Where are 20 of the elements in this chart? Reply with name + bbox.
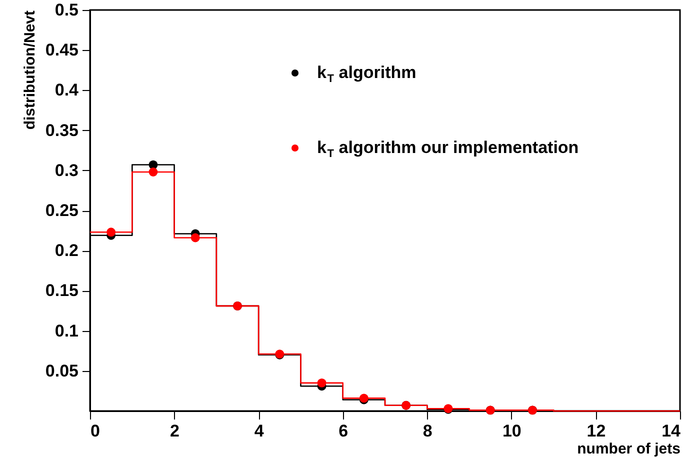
y-tick-label: 0.4: [54, 80, 80, 100]
y-tick-label: 0.45: [45, 40, 78, 60]
x-tick-label: 10: [502, 422, 522, 440]
x-axis-title: number of jets: [577, 440, 680, 458]
y-tick-label: 0.25: [45, 201, 78, 220]
x-tick-label: 4: [254, 422, 264, 440]
x-tick-label: 2: [170, 422, 180, 440]
y-tick-label: 0.3: [54, 160, 78, 180]
y-tick-label: 0.5: [54, 0, 78, 20]
y-axis-title: distribution/Nevt: [21, 10, 38, 130]
y-tick-label: 0.2: [54, 241, 78, 260]
x-tick-label: 6: [338, 422, 348, 440]
x-tick-label: 8: [422, 422, 432, 440]
y-tick-label: 0.1: [54, 321, 78, 340]
x-tick-label: 14: [662, 422, 682, 440]
y-tick-label: 0.35: [45, 120, 78, 140]
x-tick-label: 12: [586, 422, 606, 440]
x-tick-label: 0: [90, 422, 100, 440]
y-tick-label: 0.05: [45, 361, 78, 380]
y-tick-label: 0.15: [45, 281, 78, 300]
